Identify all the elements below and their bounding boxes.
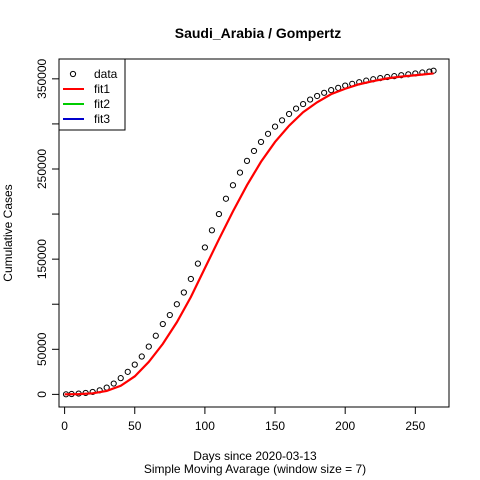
data-point	[271, 123, 279, 130]
y-tick-label: 50000	[35, 332, 49, 366]
data-point	[222, 195, 230, 202]
data-point	[215, 210, 223, 218]
x-tick-label: 150	[265, 419, 285, 433]
x-tick-label: 250	[405, 419, 425, 433]
data-point	[300, 100, 307, 108]
data-point	[321, 89, 328, 96]
data-point	[292, 105, 300, 112]
data-point	[110, 380, 117, 387]
y-tick-label: 150000	[35, 239, 49, 279]
x-tick-label: 100	[195, 419, 215, 433]
x-axis-label: Days since 2020-03-13	[193, 449, 317, 463]
y-tick-label: 0	[35, 391, 49, 398]
data-point	[131, 361, 138, 368]
series-line-fit1	[64, 72, 434, 396]
data-point	[208, 227, 216, 234]
data-point	[328, 87, 335, 94]
data-point	[430, 67, 437, 74]
data-point	[264, 130, 272, 137]
data-point	[194, 260, 201, 267]
data-point	[257, 138, 265, 146]
legend-label-data: data	[94, 67, 118, 81]
y-tick-label: 350000	[35, 58, 49, 98]
legend-symbol-data	[69, 70, 77, 78]
data-point	[166, 311, 173, 319]
data-point	[307, 96, 314, 103]
plot-area	[62, 67, 437, 398]
y-tick-label: 250000	[35, 149, 49, 189]
x-tick-label: 200	[335, 419, 355, 433]
data-point	[117, 375, 124, 382]
chart-title: Saudi_Arabia / Gompertz	[175, 25, 341, 41]
data-point	[285, 110, 293, 118]
data-point	[278, 117, 286, 124]
data-point	[180, 289, 187, 296]
data-point	[159, 320, 166, 328]
legend-label-fit2: fit2	[94, 97, 110, 111]
data-point	[236, 169, 244, 176]
x-axis-sublabel: Simple Moving Avarage (window size = 7)	[144, 462, 366, 476]
data-point	[173, 301, 180, 308]
data-point	[138, 353, 145, 360]
x-tick-label: 0	[61, 419, 68, 433]
data-point	[229, 182, 237, 189]
legend-label-fit3: fit3	[94, 112, 110, 126]
legend-label-fit1: fit1	[94, 82, 110, 96]
data-point	[152, 332, 159, 339]
data-point	[124, 368, 131, 375]
x-axis: 0 50 100 150 200 250	[61, 406, 426, 433]
data-point	[250, 147, 258, 155]
data-point	[314, 92, 321, 100]
data-point	[145, 343, 152, 350]
data-point	[201, 244, 208, 251]
y-axis: 0 50000 150000 250000 350000	[35, 58, 60, 398]
data-point	[243, 157, 251, 164]
data-point	[187, 275, 194, 283]
y-axis-label: Cumulative Cases	[1, 184, 15, 281]
x-tick-label: 50	[128, 419, 142, 433]
